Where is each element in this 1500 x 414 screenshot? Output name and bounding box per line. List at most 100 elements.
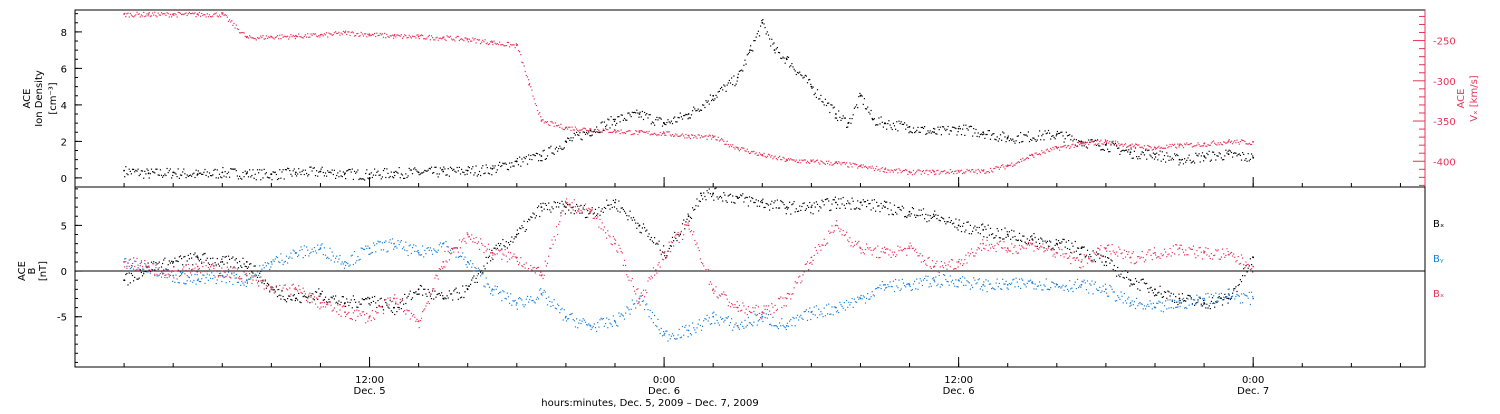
data-dot	[1055, 286, 1056, 287]
data-dot	[302, 37, 303, 38]
data-dot	[990, 228, 991, 229]
data-dot	[1100, 292, 1101, 293]
data-dot	[540, 160, 541, 161]
data-dot	[671, 246, 672, 247]
data-dot	[290, 34, 291, 35]
data-dot	[647, 309, 648, 310]
data-dot	[509, 46, 510, 47]
data-dot	[309, 253, 310, 254]
data-dot	[1243, 268, 1244, 269]
data-dot	[1101, 262, 1102, 263]
data-dot	[799, 72, 800, 73]
data-dot	[1164, 291, 1165, 292]
data-dot	[991, 288, 992, 289]
data-dot	[295, 287, 296, 288]
data-dot	[788, 293, 789, 294]
data-dot	[742, 193, 743, 194]
data-dot	[974, 132, 975, 133]
data-dot	[643, 300, 644, 301]
data-dot	[1202, 152, 1203, 153]
data-dot	[635, 293, 636, 294]
data-dot	[1167, 156, 1168, 157]
data-dot	[179, 276, 180, 277]
data-dot	[700, 325, 701, 326]
data-dot	[252, 277, 253, 278]
data-point	[1228, 298, 1230, 300]
data-dot	[350, 35, 351, 36]
data-dot	[130, 259, 131, 260]
data-dot	[312, 249, 313, 250]
data-dot	[1146, 306, 1147, 307]
data-dot	[1068, 240, 1069, 241]
data-dot	[317, 245, 318, 246]
data-dot	[501, 165, 502, 166]
data-dot	[922, 127, 923, 128]
data-dot	[433, 248, 434, 249]
data-dot	[821, 101, 822, 102]
data-dot	[458, 170, 459, 171]
data-dot	[353, 295, 354, 296]
data-dot	[287, 298, 288, 299]
data-point	[639, 113, 641, 115]
data-dot	[560, 212, 561, 213]
data-dot	[152, 269, 153, 270]
data-dot	[1094, 141, 1095, 142]
data-dot	[770, 314, 771, 315]
data-dot	[379, 35, 380, 36]
data-dot	[730, 306, 731, 307]
data-dot	[703, 320, 704, 321]
data-dot	[277, 289, 278, 290]
data-dot	[831, 165, 832, 166]
data-dot	[661, 119, 662, 120]
data-point	[1154, 288, 1156, 290]
data-dot	[186, 264, 187, 265]
data-dot	[544, 209, 545, 210]
data-dot	[1025, 284, 1026, 285]
data-dot	[468, 286, 469, 287]
data-dot	[297, 299, 298, 300]
data-dot	[931, 218, 932, 219]
data-dot	[405, 303, 406, 304]
data-dot	[336, 311, 337, 312]
data-dot	[950, 169, 951, 170]
data-dot	[149, 177, 150, 178]
data-dot	[1071, 144, 1072, 145]
data-dot	[467, 232, 468, 233]
data-dot	[797, 211, 798, 212]
data-dot	[596, 131, 597, 132]
data-dot	[1167, 299, 1168, 300]
data-dot	[188, 176, 189, 177]
data-dot	[324, 247, 325, 248]
data-dot	[153, 15, 154, 16]
data-dot	[532, 213, 533, 214]
data-dot	[254, 266, 255, 267]
data-dot	[358, 310, 359, 311]
data-dot	[595, 327, 596, 328]
data-dot	[753, 202, 754, 203]
data-dot	[620, 133, 621, 134]
data-dot	[1103, 149, 1104, 150]
data-dot	[980, 172, 981, 173]
data-dot	[521, 265, 522, 266]
data-dot	[467, 267, 468, 268]
data-dot	[881, 203, 882, 204]
data-dot	[371, 302, 372, 303]
data-dot	[294, 294, 295, 295]
data-dot	[300, 302, 301, 303]
data-dot	[1201, 145, 1202, 146]
data-dot	[435, 37, 436, 38]
data-dot	[917, 289, 918, 290]
data-dot	[1098, 253, 1099, 254]
data-dot	[907, 127, 908, 128]
data-dot	[313, 251, 314, 252]
data-dot	[833, 107, 834, 108]
data-dot	[304, 291, 305, 292]
data-dot	[951, 281, 952, 282]
data-dot	[1165, 292, 1166, 293]
data-dot	[924, 218, 925, 219]
data-dot	[208, 280, 209, 281]
data-dot	[371, 320, 372, 321]
data-dot	[473, 238, 474, 239]
data-dot	[285, 36, 286, 37]
data-dot	[410, 291, 411, 292]
